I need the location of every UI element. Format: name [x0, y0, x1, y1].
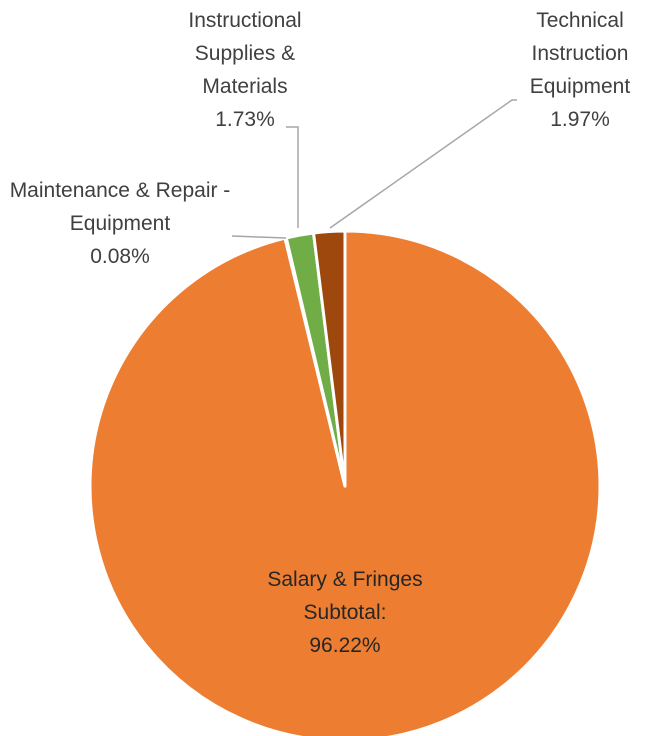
- leader-line: [329, 99, 517, 229]
- slice-value: 0.08%: [90, 245, 150, 268]
- leader-line: [231, 235, 287, 239]
- slice-value: 1.73%: [215, 108, 275, 131]
- slice-label: Salary & Fringes Subtotal:: [267, 568, 423, 624]
- leader-line: [286, 126, 299, 228]
- pie-slice: [312, 229, 347, 488]
- slice-label: Technical Instruction Equipment: [529, 9, 631, 98]
- slice-value: 1.97%: [550, 108, 610, 131]
- slice-label: Maintenance & Repair -Equipment: [9, 179, 231, 235]
- slice-label: Instructional Supplies & Materials: [188, 9, 302, 98]
- slice-value: 96.22%: [309, 634, 381, 657]
